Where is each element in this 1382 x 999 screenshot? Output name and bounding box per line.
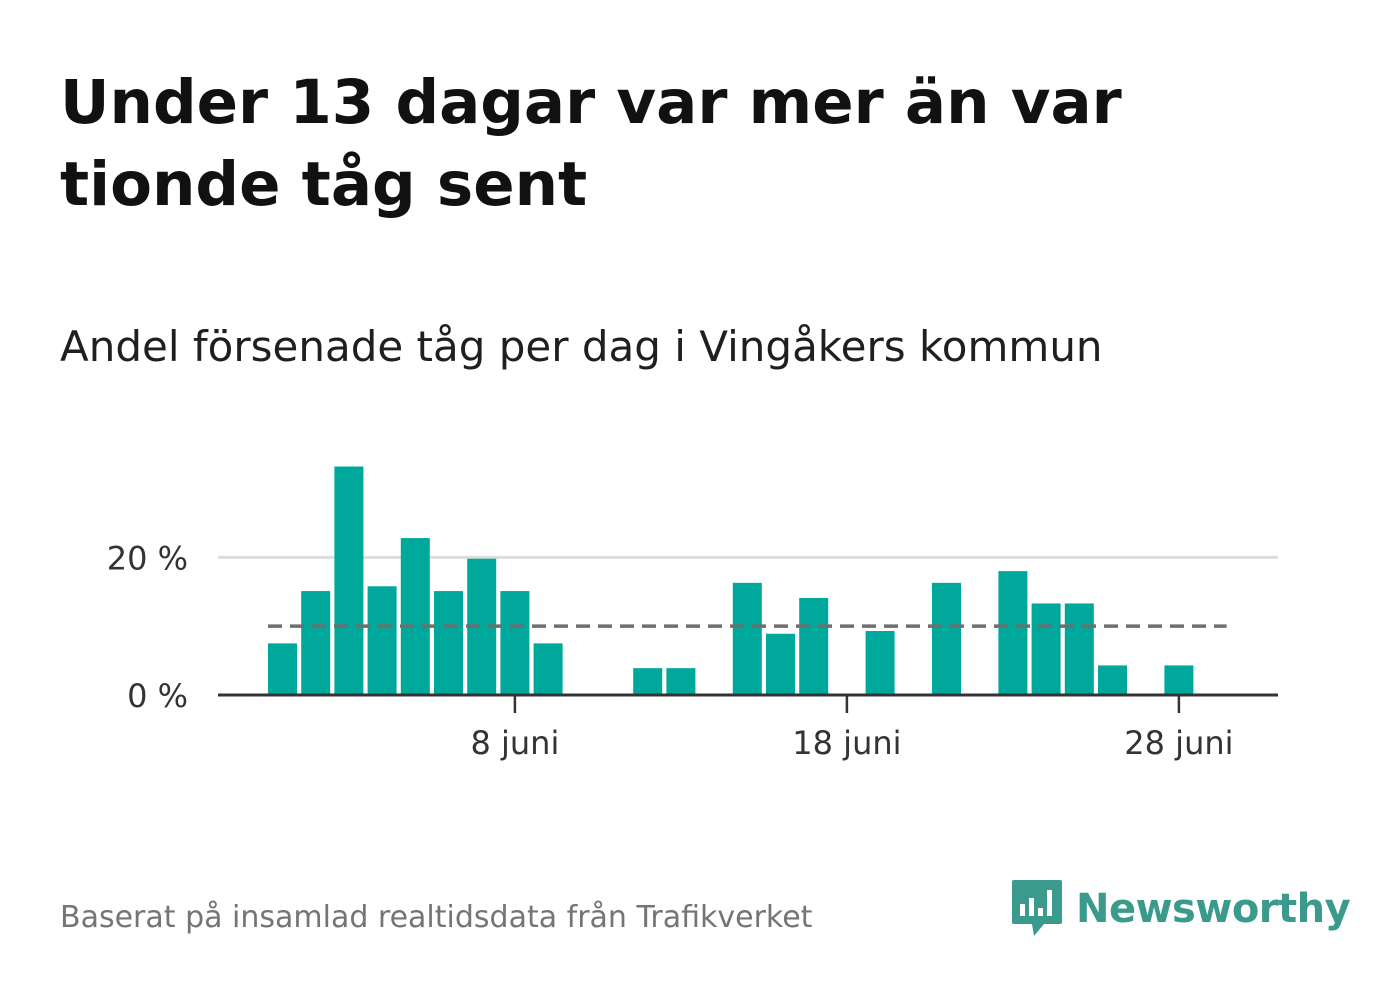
bar-juni-17 xyxy=(799,597,829,695)
newsworthy-chart-bubble-icon xyxy=(1012,880,1062,936)
x-tick-label-8: 8 juni xyxy=(470,724,559,762)
bar-juni-5 xyxy=(400,538,430,695)
chart-subtitle: Andel försenade tåg per dag i Vingåkers … xyxy=(60,322,1103,371)
bar-chart: 0 % 20 % 8 juni 18 juni 28 juni xyxy=(107,466,1278,762)
axes xyxy=(218,693,1278,713)
bar-juni-12 xyxy=(633,668,663,695)
y-tick-label-20: 20 % xyxy=(107,539,188,577)
bar-juni-13 xyxy=(666,668,696,695)
tick-labels: 0 % 20 % 8 juni 18 juni 28 juni xyxy=(107,539,1234,762)
newsworthy-logo: Newsworthy xyxy=(1010,878,1351,940)
x-tick-label-28: 28 juni xyxy=(1124,724,1233,762)
x-tick-label-18: 18 juni xyxy=(792,724,901,762)
bar-juni-16 xyxy=(766,633,795,695)
bar-juni-8 xyxy=(500,591,530,695)
source-note: Baserat på insamlad realtidsdata från Tr… xyxy=(60,900,813,935)
logo-text: Newsworthy xyxy=(1076,886,1351,932)
bar-juni-19 xyxy=(865,630,895,695)
bars xyxy=(268,466,1194,695)
bar-juni-24 xyxy=(1031,603,1061,695)
bar-juni-21 xyxy=(932,582,961,695)
bar-juni-26 xyxy=(1098,665,1127,695)
y-tick-label-0: 0 % xyxy=(127,677,188,715)
bar-juni-1 xyxy=(268,643,297,695)
bar-juni-15 xyxy=(732,582,762,695)
chart-title: Under 13 dagar var mer än var tionde tåg… xyxy=(60,67,1122,220)
bar-juni-2 xyxy=(301,591,331,695)
bar-juni-28 xyxy=(1164,665,1194,695)
bar-juni-3 xyxy=(334,466,364,695)
bar-juni-6 xyxy=(434,591,463,695)
bar-juni-25 xyxy=(1064,603,1094,695)
bar-juni-4 xyxy=(367,586,397,695)
bar-juni-9 xyxy=(533,643,563,695)
bar-juni-23 xyxy=(998,571,1028,695)
